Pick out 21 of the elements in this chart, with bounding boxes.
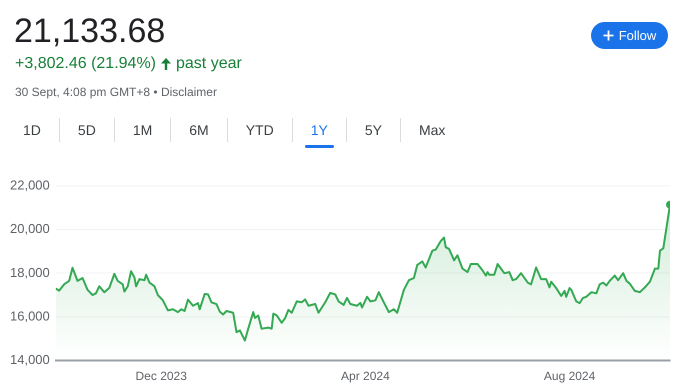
text: YTD bbox=[226, 118, 292, 142]
text: 6M bbox=[170, 118, 227, 142]
x-tick-label: Apr 2024 bbox=[341, 369, 390, 384]
y-tick-label: 18,000 bbox=[10, 264, 50, 280]
y-tick-label: 14,000 bbox=[10, 352, 50, 368]
text: Follow bbox=[618, 28, 656, 43]
y-tick-label: 20,000 bbox=[10, 221, 50, 236]
x-tick-label: Aug 2024 bbox=[544, 369, 596, 384]
y-tick-label: 16,000 bbox=[10, 308, 50, 324]
text: 30 Sept, 4:08 pm GMT+8 • Disclaimer bbox=[15, 85, 217, 99]
text: past year bbox=[176, 55, 242, 73]
text: 1Y bbox=[292, 118, 346, 142]
text: Max bbox=[400, 118, 464, 142]
x-tick-label: Dec 2023 bbox=[136, 369, 188, 384]
chart-title: 21,133.68 bbox=[14, 11, 166, 52]
text: 1D bbox=[22, 121, 42, 140]
chart-subtitle: +3,802.46 (21.94%) bbox=[15, 55, 156, 73]
text: 5D bbox=[58, 118, 114, 142]
text: 1M bbox=[114, 118, 170, 142]
y-tick-label: 22,000 bbox=[10, 177, 50, 192]
text: 5Y bbox=[346, 118, 400, 142]
